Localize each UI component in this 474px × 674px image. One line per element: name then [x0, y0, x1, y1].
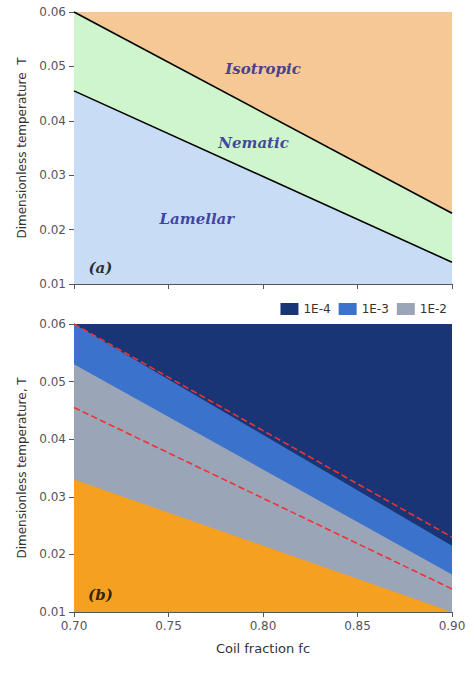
svg-text:Coil fraction fc: Coil fraction fc: [216, 641, 310, 656]
svg-text:0.80: 0.80: [250, 619, 277, 633]
svg-text:0.02: 0.02: [39, 547, 66, 561]
svg-text:(b): (b): [88, 586, 113, 604]
svg-text:1E-2: 1E-2: [420, 302, 447, 316]
svg-text:0.04: 0.04: [39, 114, 66, 128]
svg-text:0.03: 0.03: [39, 490, 66, 504]
svg-text:0.75: 0.75: [155, 619, 182, 633]
svg-text:0.02: 0.02: [39, 223, 66, 237]
svg-text:0.04: 0.04: [39, 432, 66, 446]
svg-text:0.70: 0.70: [61, 619, 88, 633]
svg-text:Dimensionless temperature T: Dimensionless temperature T: [15, 57, 29, 239]
svg-text:0.06: 0.06: [39, 5, 66, 19]
svg-text:0.85: 0.85: [344, 619, 371, 633]
svg-text:0.90: 0.90: [439, 619, 466, 633]
svg-text:0.06: 0.06: [39, 317, 66, 331]
svg-text:Dimensionless temperature, T: Dimensionless temperature, T: [15, 377, 29, 559]
svg-text:0.01: 0.01: [39, 277, 66, 291]
svg-text:(a): (a): [88, 259, 112, 277]
svg-text:Nematic: Nematic: [217, 134, 289, 152]
svg-text:0.05: 0.05: [39, 59, 66, 73]
svg-text:0.03: 0.03: [39, 168, 66, 182]
svg-text:Isotropic: Isotropic: [224, 60, 301, 78]
svg-text:1E-4: 1E-4: [303, 302, 330, 316]
svg-text:1E-3: 1E-3: [362, 302, 389, 316]
svg-text:Lamellar: Lamellar: [158, 210, 235, 228]
svg-text:0.01: 0.01: [39, 605, 66, 619]
svg-text:0.05: 0.05: [39, 375, 66, 389]
